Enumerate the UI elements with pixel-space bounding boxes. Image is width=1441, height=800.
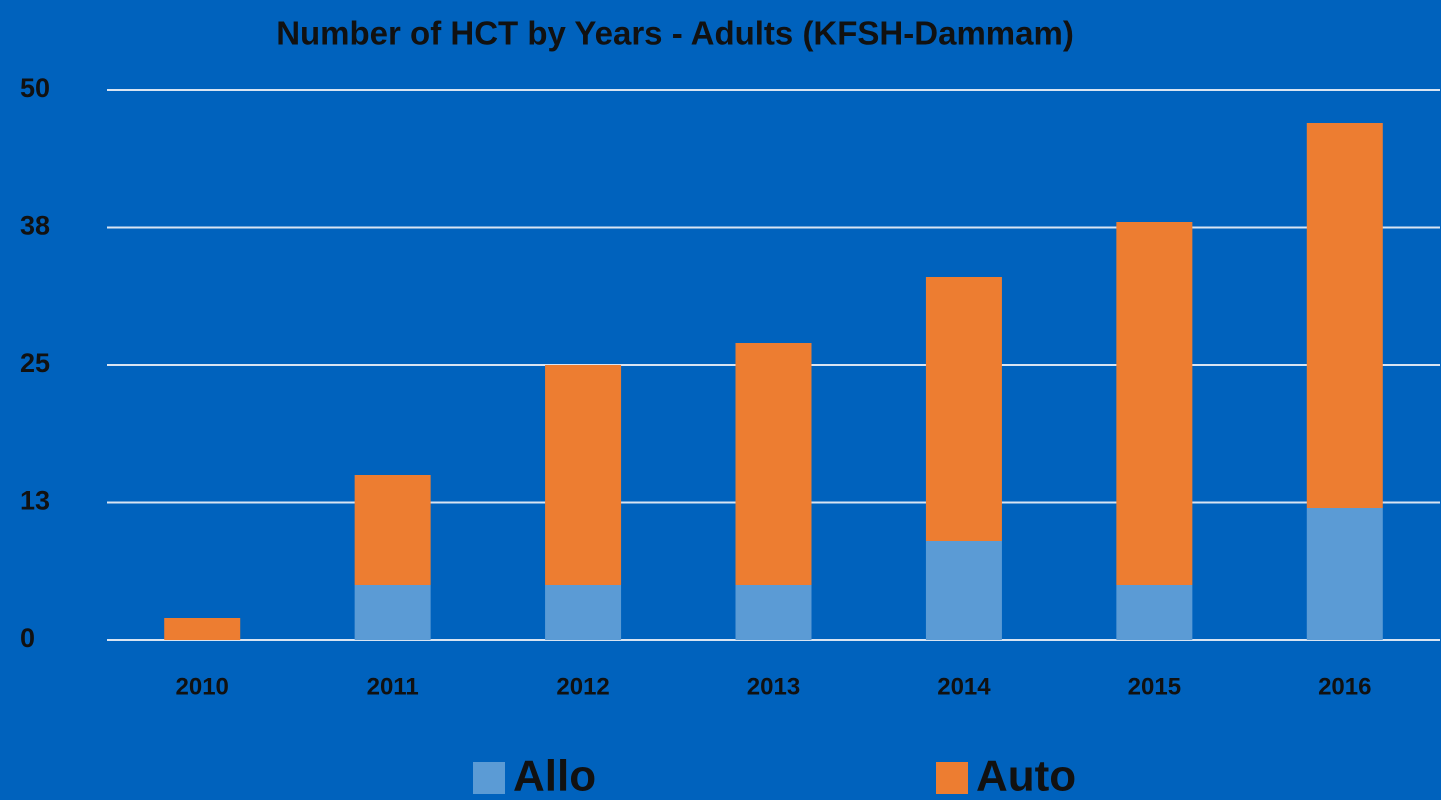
bar-segment <box>1306 123 1383 508</box>
y-tick-label: 38 <box>20 211 50 241</box>
y-tick-label: 13 <box>20 486 50 516</box>
x-tick-label: 2013 <box>747 673 800 700</box>
x-tick-label: 2011 <box>367 673 419 700</box>
x-tick-label: 2015 <box>1128 673 1181 700</box>
bar-segment <box>735 585 812 640</box>
y-tick-label: 25 <box>20 348 50 378</box>
bar-segment <box>925 541 1002 640</box>
bar-segment <box>545 585 622 640</box>
y-tick-label: 50 <box>20 73 50 103</box>
x-tick-label: 2010 <box>176 673 229 700</box>
y-tick-label: 0 <box>20 623 35 653</box>
legend-label: Allo <box>513 752 596 800</box>
legend-swatch <box>936 762 968 794</box>
bar-segment <box>354 585 431 640</box>
chart-title: Number of HCT by Years - Adults (KFSH-Da… <box>276 15 1074 52</box>
bar-segment <box>164 618 241 640</box>
x-tick-label: 2016 <box>1318 673 1371 700</box>
x-tick-label: 2014 <box>937 673 991 700</box>
bar-segment <box>1306 508 1383 640</box>
bar-segment <box>1116 585 1193 640</box>
bar-segment <box>735 343 812 585</box>
bar-segment <box>925 277 1002 541</box>
bar-segment <box>354 475 431 585</box>
legend-label: Auto <box>976 752 1076 800</box>
bar-segment <box>1116 222 1193 585</box>
bar-segment <box>545 365 622 585</box>
legend-swatch <box>473 762 505 794</box>
x-tick-label: 2012 <box>556 673 609 700</box>
